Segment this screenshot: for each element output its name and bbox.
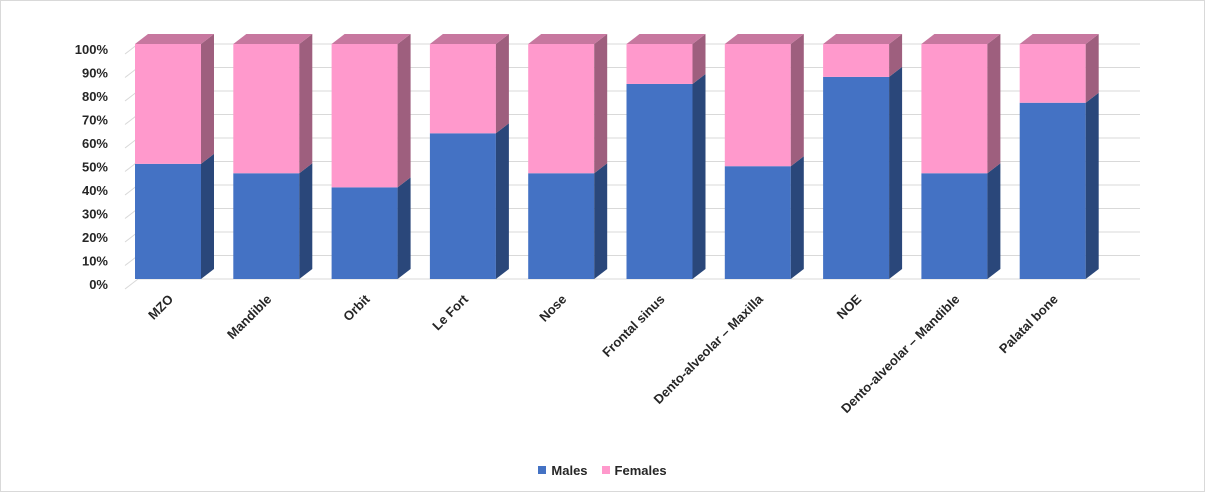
- bar-females-orbit: [331, 34, 411, 188]
- bar-females-palatal-bone: [1019, 34, 1099, 103]
- legend-label-males: Males: [551, 462, 588, 478]
- bar-males-le-fort: [429, 123, 509, 279]
- y-tick-label: 30%: [82, 207, 108, 222]
- x-category-label: NOE: [834, 291, 865, 322]
- bar-males-mzo: [135, 153, 214, 279]
- bar-stack-mzo: [135, 34, 214, 279]
- y-tick-label: 60%: [82, 136, 108, 151]
- y-tick-label: 10%: [82, 254, 108, 269]
- legend-label-females: Females: [614, 462, 667, 478]
- x-category-label: Orbit: [340, 291, 373, 324]
- bar-top-nose: [528, 34, 608, 44]
- bar-males-dento-alveolar-maxilla: [724, 156, 804, 279]
- bar-males-frontal-sinus: [626, 73, 706, 279]
- x-category-label: Dento-alveolar – Maxilla: [651, 291, 767, 407]
- bar-females-mandible: [233, 34, 313, 174]
- bar-top-palatal-bone: [1019, 34, 1099, 44]
- bar-top-frontal-sinus: [626, 34, 706, 44]
- bar-top-dento-alveolar-maxilla: [724, 34, 804, 44]
- legend-swatch-females: [601, 466, 610, 474]
- x-category-label: Dento-alveolar – Mandible: [838, 292, 963, 417]
- bar-males-nose: [528, 163, 608, 279]
- y-tick-label: 80%: [82, 89, 108, 104]
- y-tick-label: 90%: [82, 66, 108, 81]
- bar-stack-palatal-bone: [1019, 34, 1099, 279]
- bar-males-dento-alveolar-mandible: [921, 163, 1001, 279]
- y-axis-tick-labels: 0% 10% 20% 30% 40% 50% 60% 70% 80% 90% 100%: [75, 42, 109, 292]
- bar-males-noe: [823, 66, 903, 280]
- x-category-label: Le Fort: [429, 291, 471, 333]
- x-category-label: Frontal sinus: [599, 292, 667, 360]
- bar-males-orbit: [331, 177, 411, 279]
- bar-stack-dento-alveolar-mandible: [921, 34, 1001, 279]
- bar-top-orbit: [331, 34, 411, 44]
- bar-females-noe: [823, 34, 903, 77]
- y-tick-label: 40%: [82, 183, 108, 198]
- bar-top-noe: [823, 34, 903, 44]
- y-tick-label: 20%: [82, 230, 108, 245]
- bar-females-frontal-sinus: [626, 34, 706, 84]
- bar-females-le-fort: [429, 34, 509, 134]
- bar-stack-le-fort: [429, 34, 509, 279]
- y-tick-label: 70%: [82, 113, 108, 128]
- bar-females-mzo: [135, 34, 214, 164]
- legend: Males Females: [0, 460, 1205, 480]
- bar-females-dento-alveolar-mandible: [921, 34, 1001, 174]
- bars: [135, 34, 1099, 280]
- bar-top-le-fort: [429, 34, 509, 44]
- bar-stack-orbit: [331, 34, 411, 279]
- x-category-label: Palatal bone: [996, 292, 1061, 357]
- y-tick-label: 50%: [82, 160, 108, 175]
- bar-males-mandible: [233, 163, 313, 279]
- bar-stack-noe: [823, 34, 903, 280]
- bar-females-nose: [528, 34, 608, 174]
- bar-females-dento-alveolar-maxilla: [724, 34, 804, 167]
- x-axis-category-labels: MZO Mandible Orbit Le Fort Nose Frontal sinus…: [145, 291, 1061, 416]
- x-category-label: Mandible: [224, 292, 274, 342]
- bar-top-mandible: [233, 34, 313, 44]
- bar-top-mzo: [135, 34, 214, 44]
- legend-swatch-males: [538, 466, 547, 474]
- gridline: [124, 278, 1140, 290]
- bar-stack-nose: [528, 34, 608, 279]
- bar-stack-dento-alveolar-maxilla: [724, 34, 804, 279]
- bar-males-palatal-bone: [1019, 92, 1099, 279]
- legend-item-females: Females: [601, 462, 667, 478]
- bar-stack-mandible: [233, 34, 313, 279]
- bar-stack-frontal-sinus: [626, 34, 706, 279]
- legend-item-males: Males: [538, 462, 588, 478]
- x-category-label: MZO: [145, 292, 176, 323]
- y-tick-label: 0%: [89, 277, 108, 292]
- y-tick-label: 100%: [75, 42, 109, 57]
- bar-top-dento-alveolar-mandible: [921, 34, 1001, 44]
- x-category-label: Nose: [536, 292, 569, 325]
